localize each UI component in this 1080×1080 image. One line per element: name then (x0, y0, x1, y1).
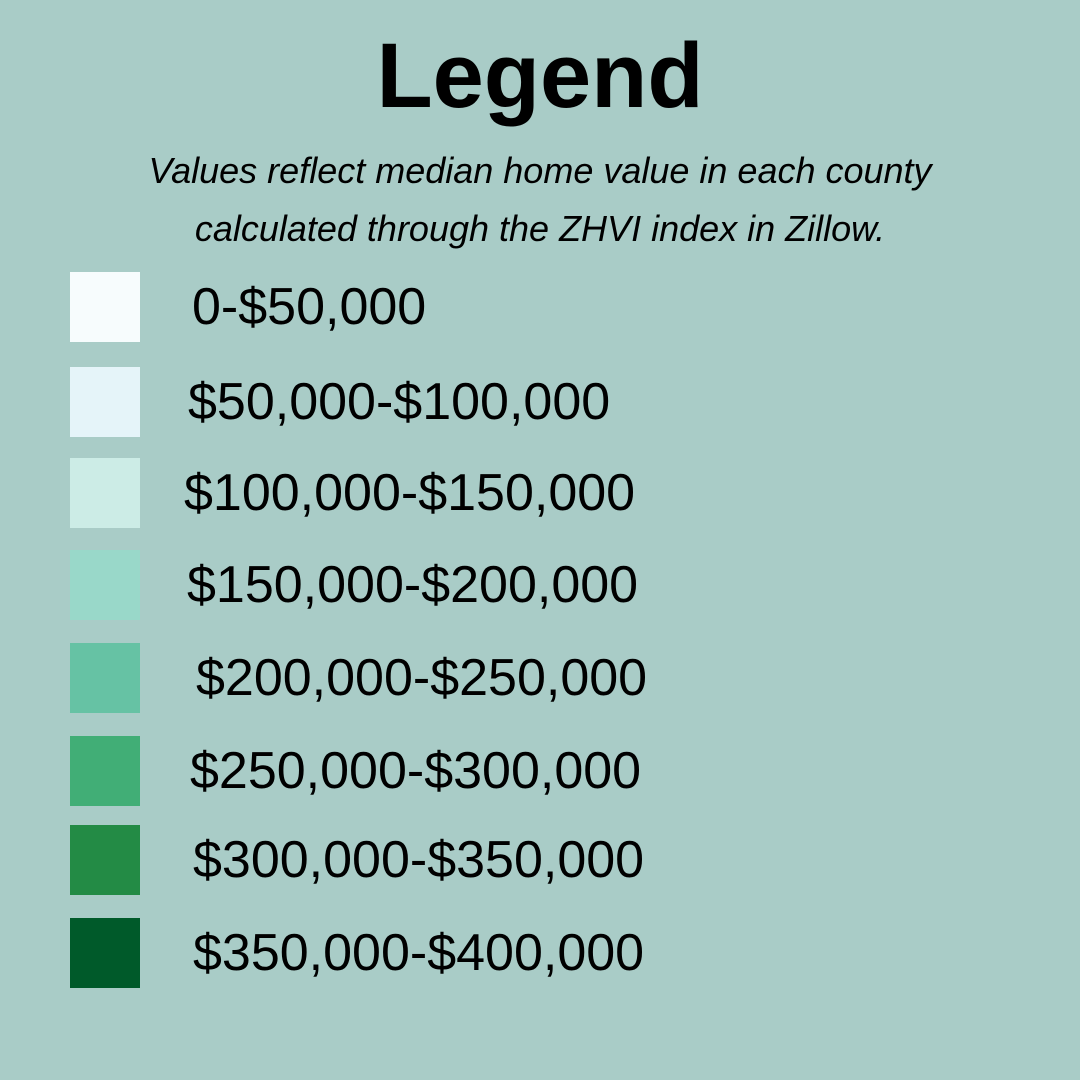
legend-subtitle-line: Values reflect median home value in each… (148, 150, 932, 191)
legend-item: $250,000-$300,000 (0, 736, 1080, 806)
legend-subtitle: Values reflect median home value in each… (0, 142, 1080, 258)
legend-label: $50,000-$100,000 (188, 373, 611, 431)
legend-swatch (70, 550, 140, 620)
legend-swatch (70, 736, 140, 806)
legend-subtitle-line: calculated through the ZHVI index in Zil… (194, 208, 886, 249)
legend-item: $350,000-$400,000 (0, 918, 1080, 988)
legend-swatch (70, 825, 140, 895)
legend-item: $150,000-$200,000 (0, 550, 1080, 620)
legend-label: $250,000-$300,000 (190, 742, 642, 800)
legend-item: $100,000-$150,000 (0, 458, 1080, 528)
legend-swatch (70, 367, 140, 437)
legend-item: $200,000-$250,000 (0, 643, 1080, 713)
legend-label: $300,000-$350,000 (193, 831, 645, 889)
legend-swatch (70, 918, 140, 988)
legend-swatch (70, 643, 140, 713)
legend-swatch (70, 458, 140, 528)
legend-item: $300,000-$350,000 (0, 825, 1080, 895)
legend-label: 0-$50,000 (192, 278, 427, 336)
legend-item: $50,000-$100,000 (0, 367, 1080, 437)
legend-item: 0-$50,000 (0, 272, 1080, 342)
legend-label: $100,000-$150,000 (184, 464, 636, 522)
legend-title: Legend (376, 25, 704, 127)
legend-label: $350,000-$400,000 (193, 924, 645, 982)
legend-swatch (70, 272, 140, 342)
legend-label: $150,000-$200,000 (187, 556, 639, 614)
legend-label: $200,000-$250,000 (196, 649, 648, 707)
